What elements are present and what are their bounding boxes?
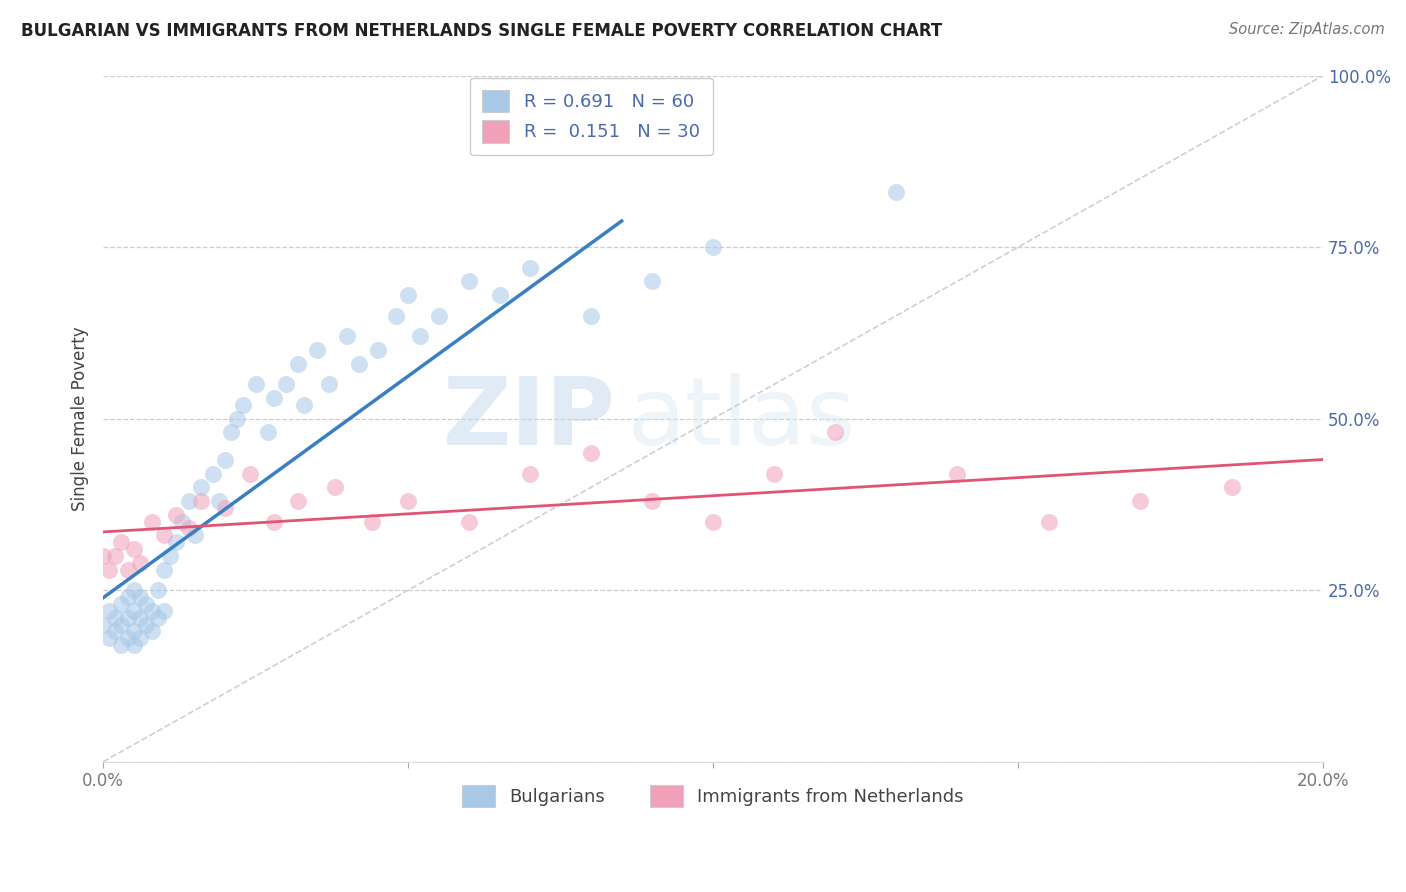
Point bbox=[579, 446, 602, 460]
Point bbox=[122, 624, 145, 639]
Point bbox=[183, 528, 205, 542]
Point bbox=[135, 617, 157, 632]
Point bbox=[214, 452, 236, 467]
Text: atlas: atlas bbox=[627, 373, 856, 465]
Point bbox=[190, 480, 212, 494]
Point bbox=[349, 357, 371, 371]
Point bbox=[153, 528, 176, 542]
Point bbox=[226, 411, 249, 425]
Point bbox=[104, 549, 127, 563]
Point bbox=[519, 467, 541, 481]
Point bbox=[1038, 515, 1060, 529]
Point bbox=[336, 329, 359, 343]
Point bbox=[1129, 494, 1152, 508]
Text: Source: ZipAtlas.com: Source: ZipAtlas.com bbox=[1229, 22, 1385, 37]
Point bbox=[245, 377, 267, 392]
Point bbox=[117, 632, 139, 646]
Point bbox=[172, 515, 194, 529]
Point bbox=[641, 274, 664, 288]
Point bbox=[122, 542, 145, 557]
Point bbox=[702, 515, 724, 529]
Point bbox=[305, 343, 328, 357]
Point bbox=[104, 624, 127, 639]
Text: BULGARIAN VS IMMIGRANTS FROM NETHERLANDS SINGLE FEMALE POVERTY CORRELATION CHART: BULGARIAN VS IMMIGRANTS FROM NETHERLANDS… bbox=[21, 22, 942, 40]
Point bbox=[98, 632, 121, 646]
Point bbox=[128, 556, 150, 570]
Point bbox=[117, 590, 139, 604]
Point bbox=[214, 500, 236, 515]
Point bbox=[488, 288, 510, 302]
Point bbox=[117, 563, 139, 577]
Point bbox=[159, 549, 181, 563]
Point bbox=[287, 494, 309, 508]
Point bbox=[98, 604, 121, 618]
Point bbox=[458, 515, 481, 529]
Point bbox=[208, 494, 231, 508]
Point bbox=[409, 329, 432, 343]
Point bbox=[177, 521, 200, 535]
Point bbox=[104, 610, 127, 624]
Point bbox=[153, 604, 176, 618]
Point bbox=[884, 185, 907, 199]
Point bbox=[110, 638, 132, 652]
Point bbox=[294, 398, 316, 412]
Point bbox=[110, 535, 132, 549]
Point bbox=[385, 309, 408, 323]
Point bbox=[579, 309, 602, 323]
Y-axis label: Single Female Poverty: Single Female Poverty bbox=[72, 326, 89, 511]
Point bbox=[141, 624, 163, 639]
Point bbox=[146, 583, 169, 598]
Point bbox=[396, 288, 419, 302]
Point bbox=[263, 515, 285, 529]
Point bbox=[117, 610, 139, 624]
Legend: Bulgarians, Immigrants from Netherlands: Bulgarians, Immigrants from Netherlands bbox=[456, 778, 972, 814]
Point bbox=[165, 508, 187, 522]
Point bbox=[91, 617, 114, 632]
Point bbox=[122, 638, 145, 652]
Point bbox=[146, 610, 169, 624]
Point bbox=[276, 377, 298, 392]
Point bbox=[122, 604, 145, 618]
Point bbox=[122, 583, 145, 598]
Point bbox=[141, 604, 163, 618]
Point bbox=[128, 590, 150, 604]
Point bbox=[360, 515, 382, 529]
Point bbox=[318, 377, 340, 392]
Point bbox=[177, 494, 200, 508]
Point bbox=[367, 343, 389, 357]
Point bbox=[110, 617, 132, 632]
Point bbox=[91, 549, 114, 563]
Point bbox=[702, 240, 724, 254]
Point bbox=[256, 425, 278, 440]
Point bbox=[641, 494, 664, 508]
Point bbox=[1220, 480, 1243, 494]
Point bbox=[238, 467, 260, 481]
Point bbox=[519, 260, 541, 275]
Point bbox=[190, 494, 212, 508]
Point bbox=[323, 480, 346, 494]
Point bbox=[201, 467, 224, 481]
Point bbox=[287, 357, 309, 371]
Point bbox=[763, 467, 786, 481]
Point bbox=[427, 309, 450, 323]
Point bbox=[219, 425, 242, 440]
Point bbox=[165, 535, 187, 549]
Point bbox=[128, 632, 150, 646]
Point bbox=[824, 425, 846, 440]
Point bbox=[153, 563, 176, 577]
Point bbox=[946, 467, 969, 481]
Point bbox=[141, 515, 163, 529]
Point bbox=[110, 597, 132, 611]
Point bbox=[458, 274, 481, 288]
Point bbox=[232, 398, 254, 412]
Text: ZIP: ZIP bbox=[443, 373, 616, 465]
Point bbox=[135, 597, 157, 611]
Point bbox=[263, 391, 285, 405]
Point bbox=[396, 494, 419, 508]
Point bbox=[128, 610, 150, 624]
Point bbox=[98, 563, 121, 577]
